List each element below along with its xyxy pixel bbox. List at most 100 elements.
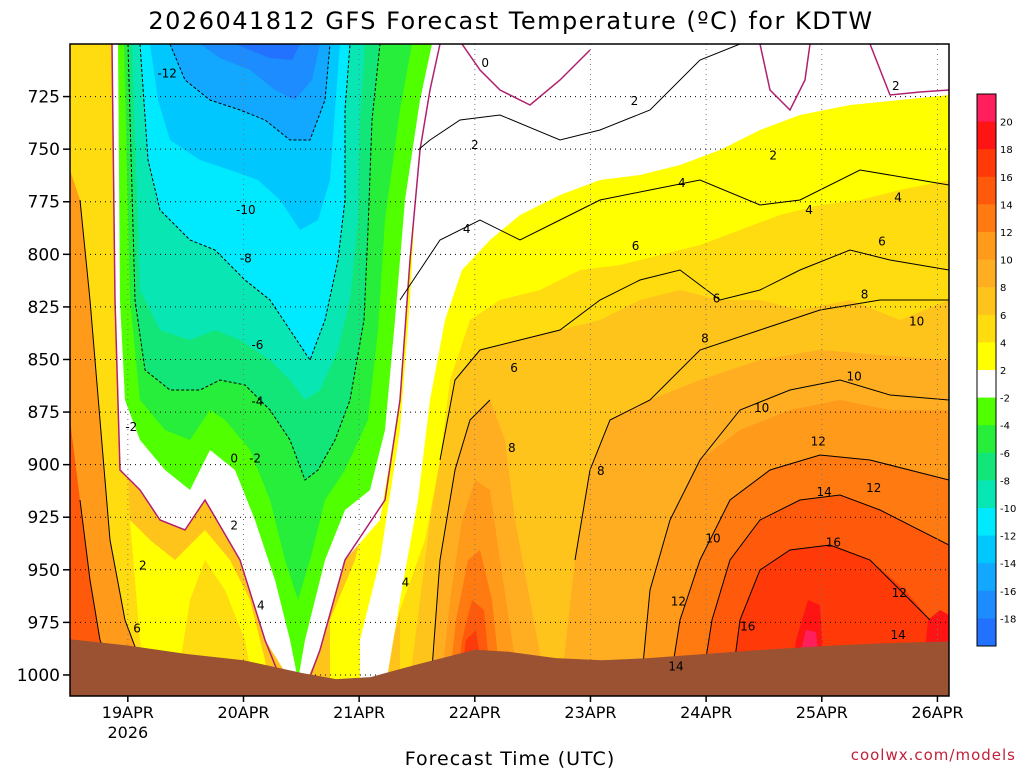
colorbar-swatch [977,121,996,150]
contour-label: 12 [811,435,826,449]
colorbar-swatch [977,314,996,343]
contour-label: 6 [713,291,721,305]
contour-label: 12 [892,586,907,600]
field-minus2-to-2-upper [360,44,949,696]
colorbar-label: 4 [1000,338,1006,349]
colorbar-label: 16 [1000,173,1013,184]
colorbar-swatch [977,204,996,233]
colorbar-swatch [977,370,996,399]
colorbar-label: -18 [1000,614,1016,625]
contour-label: 8 [508,441,516,455]
field-west-warm3 [70,420,120,696]
contour-label: 2 [471,138,479,152]
zero-contour-west [111,44,286,691]
colorbar-swatch [977,232,996,261]
colorbar-label: 10 [1000,256,1013,267]
zero-contour-upper [461,44,949,112]
field-west-warm2 [70,170,160,696]
contour-14 [699,494,949,696]
colorbar-label: -6 [1000,449,1010,460]
contour-label: 4 [805,203,813,217]
colorbar-label: -12 [1000,532,1016,543]
colorbar-swatch [977,342,996,371]
contour-label: 2 [139,559,147,573]
y-axis: 725 750 775 800 825 850 875 900 925 950 975 1000 [17,88,70,686]
chart-title: 2026041812 GFS Forecast Temperature (ºC)… [148,7,873,35]
colorbar-swatch [977,397,996,426]
y-tick-label: 800 [28,245,60,265]
colorbar-legend: 20 18 16 14 12 10 8 6 4 2 -2 -4 -6 -8 -10 -12 -14 -16 -18 [976,93,1016,647]
y-tick-label: 875 [28,403,60,423]
colorbar-swatch [977,480,996,509]
x-tick-label: 24APR [680,703,732,722]
contour-label: 12 [866,481,881,495]
x-tick-label: 20APR [217,703,269,722]
x-tick-label: 22APR [449,703,501,722]
y-tick-label: 925 [28,508,60,528]
credit-label: coolwx.com/models [851,746,1016,764]
contour-label: 4 [894,191,902,205]
contour-cold-pool [127,44,381,481]
colorbar-label: 20 [1000,118,1013,129]
contour-label: 6 [878,235,886,249]
contour-16 [729,544,931,696]
colorbar-label: -2 [1000,394,1010,405]
contour-label: -12 [157,66,177,80]
y-tick-label: 825 [28,298,60,318]
y-tick-label: 750 [28,140,60,160]
x-tick-label: 21APR [333,703,385,722]
colorbar-swatch [977,425,996,454]
field-minus20-to-minus18 [235,44,300,60]
colorbar-label: 6 [1000,311,1006,322]
colorbar-label: 14 [1000,200,1013,211]
x-tick-label: 19APR [102,703,154,722]
contour-label: 14 [816,485,831,499]
grid-lines [70,44,949,696]
x-tick-label: 25APR [796,703,848,722]
contour-label: 4 [257,599,265,613]
contour-label: 6 [632,239,640,253]
contour-label: -8 [240,252,252,266]
contour-label: -6 [251,338,263,352]
colorbar-label: -14 [1000,559,1016,570]
contour-label: 0 [230,451,238,465]
colorbar-label: 12 [1000,228,1013,239]
zero-contour-east [304,44,441,691]
y-tick-label: 900 [28,456,60,476]
colorbar-label: 18 [1000,145,1013,156]
contour-label: 10 [705,531,720,545]
colorbar-swatch [977,563,996,592]
contour-label: 8 [597,464,605,478]
contour-label: 8 [701,331,709,345]
colorbar-swatch [977,590,996,619]
colorbar-swatch [977,452,996,481]
contour-lines [79,44,949,696]
contour-label: 14 [668,660,683,674]
x-tick-year-label: 2026 [107,723,148,742]
colorbar-swatch [977,287,996,316]
contour-label: 10 [754,401,769,415]
contour-8 [429,299,949,696]
contour-10 [639,379,949,696]
contour-label: 6 [510,361,518,375]
colorbar-swatch [977,94,996,123]
colorbar-label: -16 [1000,587,1016,598]
contour-4 [399,169,949,301]
colorbar-swatch [977,149,996,178]
contour-label: 4 [678,176,686,190]
y-tick-label: 975 [28,613,60,633]
contour-label: -2 [249,451,261,465]
x-axis-label: Forecast Time (UTC) [405,748,615,768]
contour-label: 6 [133,622,141,636]
contour-label: 4 [463,222,471,236]
colorbar-swatch [977,259,996,288]
y-tick-label: 775 [28,193,60,213]
contour-label: 2 [769,148,777,162]
temperature-field [70,44,949,696]
contour-label: 2 [892,79,900,93]
plot-area: -12 -10 -8 -6 -4 -2 0 -2 2 2 4 6 0 2 4 6 8 4 2 4 6 6 8 8 10 12 14 2… [70,44,949,696]
contour-label: 0 [481,56,489,70]
colorbar-label: -4 [1000,421,1010,432]
contour-6 [439,249,949,461]
